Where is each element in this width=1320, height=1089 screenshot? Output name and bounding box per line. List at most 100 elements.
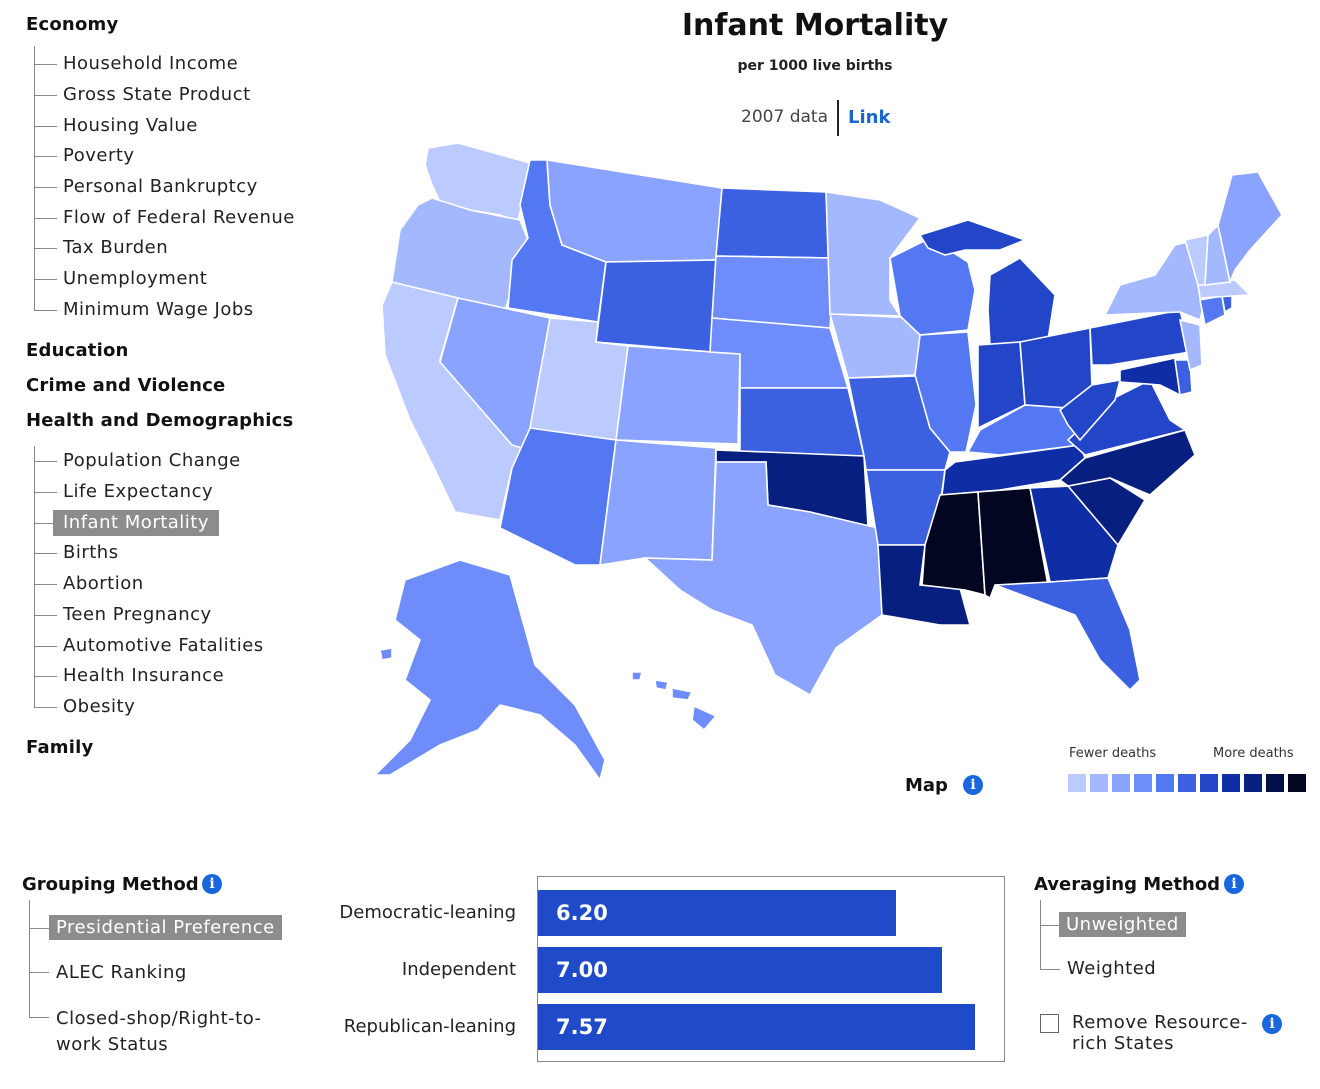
nav-item-label: Gross State Product — [63, 84, 251, 105]
map-info-icon[interactable]: i — [963, 775, 983, 795]
averaging-tree-line — [1040, 900, 1041, 970]
legend-swatch — [1090, 774, 1108, 792]
state-HI-1[interactable] — [631, 671, 644, 681]
data-year: 2007 data — [741, 107, 828, 127]
nav-item-label: Flow of Federal Revenue — [63, 207, 295, 228]
legend-swatch — [1266, 774, 1284, 792]
grouping-option-closed-shop[interactable]: Closed-shop/Right-to-work Status — [56, 1008, 262, 1055]
nav-item-label: Births — [63, 542, 119, 563]
nav-item-label: Life Expectancy — [63, 481, 214, 502]
nav-item-label: Abortion — [63, 573, 144, 594]
tree-tick — [1040, 969, 1060, 970]
nav-item-label: Automotive Fatalities — [63, 635, 264, 656]
state-ND[interactable] — [715, 187, 835, 259]
nav-item-label: Household Income — [63, 53, 239, 74]
state-MD[interactable] — [1119, 357, 1181, 397]
state-HI-2[interactable] — [654, 679, 669, 691]
economy-tree: Household Income Gross State Product Hou… — [34, 46, 294, 320]
nav-item-label: Minimum Wage Jobs — [63, 299, 254, 320]
legend-high-label: More deaths — [1213, 746, 1294, 761]
state-NJ[interactable] — [1178, 318, 1203, 372]
tree-tick — [29, 928, 49, 929]
remove-resource-rich-checkbox[interactable] — [1040, 1014, 1059, 1033]
tree-tick — [29, 1017, 49, 1018]
remove-resource-rich-label[interactable]: Remove Resource-rich States — [1072, 1012, 1248, 1054]
state-WV[interactable] — [1058, 378, 1122, 442]
state-CT[interactable] — [1199, 295, 1226, 327]
map-label: Map — [905, 775, 948, 796]
state-PA[interactable] — [1089, 309, 1191, 366]
nav-item-label: Teen Pregnancy — [63, 604, 212, 625]
nav-category-economy[interactable]: Economy — [26, 14, 119, 35]
nav-item-label: Obesity — [63, 696, 136, 717]
nav-category-crime[interactable]: Crime and Violence — [26, 375, 226, 396]
grouping-option-alec[interactable]: ALEC Ranking — [56, 962, 187, 983]
averaging-option-weighted[interactable]: Weighted — [1067, 958, 1157, 979]
bar-independent: 7.00 — [538, 947, 942, 993]
divider — [837, 100, 839, 136]
bar-category-label: Democratic-leaning — [339, 902, 516, 923]
state-MT[interactable] — [546, 159, 723, 263]
legend-swatch — [1068, 774, 1086, 792]
state-NV[interactable] — [439, 297, 551, 452]
nav-item-label: Infant Mortality — [53, 510, 220, 536]
page-title: Infant Mortality — [681, 8, 949, 43]
bar-category-label: Republican-leaning — [343, 1016, 516, 1037]
nav-item-label: Population Change — [63, 450, 241, 471]
legend-swatch — [1244, 774, 1262, 792]
state-IL[interactable] — [914, 331, 977, 453]
legend-swatch — [1222, 774, 1240, 792]
bar-republican-leaning: 7.57 — [538, 1004, 975, 1050]
averaging-option-unweighted[interactable]: Unweighted — [1059, 912, 1186, 937]
legend-swatch — [1288, 774, 1306, 792]
grouping-info-icon[interactable]: i — [202, 874, 222, 894]
bar-chart — [537, 876, 1005, 1062]
us-map — [373, 142, 1283, 782]
legend-low-label: Fewer deaths — [1069, 746, 1157, 761]
state-NM[interactable] — [599, 439, 717, 566]
grouping-method-title: Grouping Method — [22, 874, 199, 895]
state-MI-lower[interactable] — [987, 256, 1056, 346]
legend-swatch — [1200, 774, 1218, 792]
state-HI-4[interactable] — [691, 704, 718, 732]
nav-category-family[interactable]: Family — [26, 737, 94, 758]
legend-swatch — [1178, 774, 1196, 792]
nav-category-education[interactable]: Education — [26, 340, 129, 361]
color-legend — [1068, 774, 1310, 792]
averaging-info-icon[interactable]: i — [1224, 874, 1244, 894]
legend-swatch — [1134, 774, 1152, 792]
state-FL[interactable] — [994, 577, 1141, 692]
tree-tick — [1040, 925, 1060, 926]
state-KS[interactable] — [739, 387, 866, 457]
nav-category-health[interactable]: Health and Demographics — [26, 410, 294, 431]
state-GA[interactable] — [1029, 485, 1119, 583]
legend-swatch — [1112, 774, 1130, 792]
nav-item-label: Poverty — [63, 145, 135, 166]
tree-tick — [29, 972, 49, 973]
nav-item-label: Personal Bankruptcy — [63, 176, 258, 197]
bar-category-label: Independent — [401, 959, 516, 980]
nav-item-label: Health Insurance — [63, 665, 225, 686]
data-source-line: 2007 data Link — [700, 100, 940, 136]
state-DE[interactable] — [1174, 359, 1193, 396]
state-TX[interactable] — [642, 461, 883, 697]
nav-item-label: Unemployment — [63, 268, 208, 289]
state-AK[interactable] — [373, 559, 606, 782]
nav-item-label: Tax Burden — [63, 237, 169, 258]
state-NC[interactable] — [1058, 429, 1196, 496]
state-CO[interactable] — [615, 345, 741, 445]
resource-info-icon[interactable]: i — [1262, 1014, 1282, 1034]
page-subtitle: per 1000 live births — [737, 58, 893, 74]
state-WY[interactable] — [595, 259, 717, 353]
state-ME[interactable] — [1217, 171, 1283, 285]
bar-democratic-leaning: 6.20 — [538, 890, 896, 936]
health-tree: Population Change Life Expectancy Infant… — [34, 446, 263, 717]
source-link[interactable]: Link — [848, 107, 891, 128]
state-MI[interactable] — [918, 219, 1028, 256]
state-AK-island[interactable] — [379, 647, 393, 661]
averaging-method-title: Averaging Method — [1034, 874, 1221, 895]
grouping-option-presidential[interactable]: Presidential Preference — [49, 915, 282, 940]
state-HI-3[interactable] — [671, 687, 694, 701]
nav-item-label: Housing Value — [63, 115, 198, 136]
grouping-tree-line — [29, 900, 30, 1018]
